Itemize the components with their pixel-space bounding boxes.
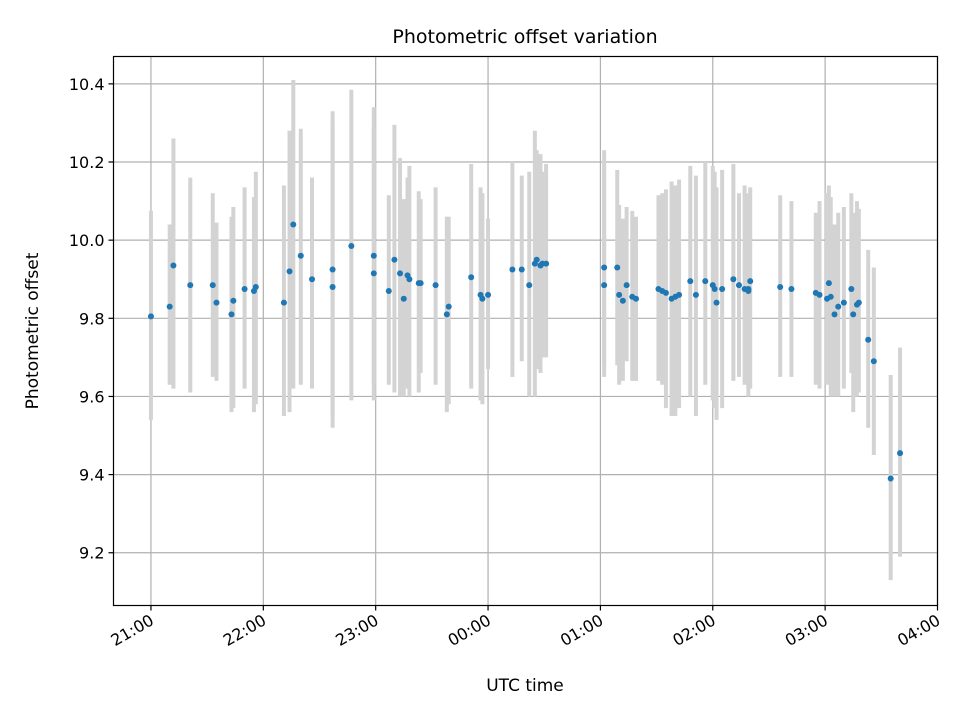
data-point [662,289,669,296]
data-point [687,278,694,285]
data-point [616,291,623,298]
data-point [533,256,540,263]
y-tick-label: 10.2 [69,153,105,172]
data-point [187,282,194,289]
data-point [676,291,683,298]
chart-title: Photometric offset variation [392,26,657,48]
y-tick-label: 10.4 [69,75,105,94]
data-point [865,336,872,343]
data-point [777,284,784,291]
data-point [619,297,626,304]
data-point [280,299,287,306]
data-point [518,266,525,273]
data-point [391,256,398,263]
data-point [850,311,857,318]
data-point [509,266,516,273]
data-point [348,243,355,250]
data-points [147,221,904,482]
data-point [309,276,316,283]
data-point [601,264,608,271]
data-point [468,274,475,281]
data-point [601,282,608,289]
data-point [252,284,259,291]
data-point [825,280,832,287]
y-tick-label: 9.8 [79,309,104,328]
data-point [614,264,621,271]
data-point [735,282,742,289]
data-point [745,285,752,292]
data-point [329,266,336,273]
data-point [166,303,173,310]
data-point [827,293,834,300]
y-tick-label: 9.6 [79,387,104,406]
data-point [397,270,404,277]
data-point [816,291,823,298]
plot-frame [112,55,939,607]
data-point [230,297,237,304]
data-point [286,268,293,275]
data-point [747,278,754,285]
data-point [543,260,550,267]
data-point [147,313,154,320]
axis-ticks [108,83,939,611]
data-point [329,284,336,291]
y-tick-label: 10.0 [69,231,105,250]
data-point [297,252,304,259]
data-point [445,303,452,310]
data-point [887,475,894,482]
data-point [719,285,726,292]
data-point [228,311,235,318]
data-point [835,303,842,310]
data-point [170,262,177,269]
data-point [840,299,847,306]
data-point [897,450,904,457]
data-point [788,285,795,292]
data-point [370,270,377,277]
data-point [730,276,737,283]
data-point [213,299,220,306]
data-point [848,285,855,292]
data-point [432,282,439,289]
data-point [290,221,297,228]
data-point [406,276,413,283]
data-point [632,295,639,302]
y-axis-title: Photometric offset [23,252,43,409]
y-tick-label: 9.2 [79,544,104,563]
data-point [417,280,424,287]
x-axis-title: UTC time [486,676,564,696]
data-point [370,252,377,259]
y-tick-label: 9.4 [79,466,104,485]
data-point [711,285,718,292]
data-point [831,311,838,318]
data-point [209,282,216,289]
data-point [870,358,877,365]
data-point [385,287,392,294]
data-point [400,295,407,302]
data-point [692,291,699,298]
data-point [241,285,248,292]
data-point [526,282,533,289]
data-point [479,295,486,302]
data-point [485,291,492,298]
data-point [855,299,862,306]
data-point [702,278,709,285]
data-point [713,299,720,306]
data-point [623,282,630,289]
data-point [443,311,450,318]
